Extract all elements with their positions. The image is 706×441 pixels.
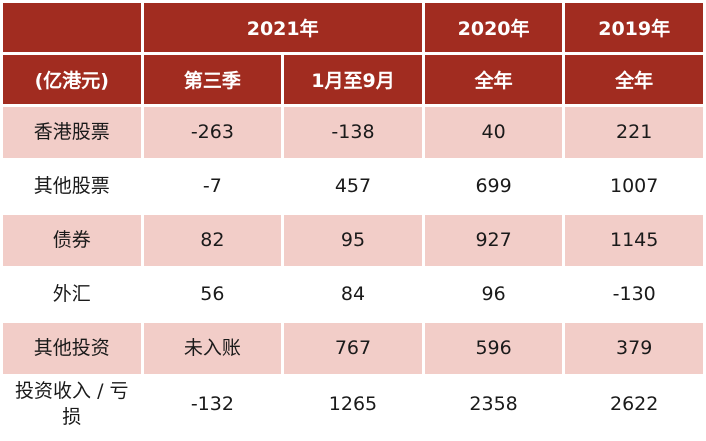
cell-value: 699 [424, 161, 563, 212]
table-row-other-stocks: 其他股票 -7 457 699 1007 [3, 161, 703, 212]
cell-value: 767 [284, 323, 422, 374]
cell-value: 221 [565, 107, 703, 158]
cell-value: 457 [284, 161, 422, 212]
cell-value: 2358 [424, 377, 563, 433]
cell-value: -132 [143, 377, 282, 433]
cell-value: 未入账 [143, 323, 282, 374]
cell-value: 82 [143, 215, 282, 266]
cell-value: 1145 [565, 215, 703, 266]
table-row-investment-income: 投资收入 / 亏损 -132 1265 2358 2622 [3, 377, 703, 433]
year-2021-header: 2021年 [143, 3, 422, 52]
cell-value: 96 [424, 269, 563, 320]
cell-value: 1007 [565, 161, 703, 212]
period-full-year-2019-header: 全年 [565, 55, 703, 104]
cell-value: 1265 [284, 377, 422, 433]
unit-label-cell: (亿港元) [3, 55, 141, 104]
table-row-other-investments: 其他投资 未入账 767 596 379 [3, 323, 703, 374]
cell-value: -7 [143, 161, 282, 212]
row-label: 其他股票 [3, 161, 141, 212]
cell-value: 2622 [565, 377, 703, 433]
cell-value: -138 [284, 107, 422, 158]
cell-value: 56 [143, 269, 282, 320]
row-label: 外汇 [3, 269, 141, 320]
period-full-year-2020-header: 全年 [424, 55, 563, 104]
table-row-bonds: 债券 82 95 927 1145 [3, 215, 703, 266]
row-label: 香港股票 [3, 107, 141, 158]
period-header-row: (亿港元) 第三季 1月至9月 全年 全年 [3, 55, 703, 104]
cell-value: 40 [424, 107, 563, 158]
row-label: 投资收入 / 亏损 [3, 377, 141, 433]
cell-value: 95 [284, 215, 422, 266]
corner-empty-cell [3, 3, 141, 52]
period-jan-sep-header: 1月至9月 [284, 55, 422, 104]
cell-value: 927 [424, 215, 563, 266]
cell-value: -130 [565, 269, 703, 320]
cell-value: -263 [143, 107, 282, 158]
row-label: 其他投资 [3, 323, 141, 374]
cell-value: 596 [424, 323, 563, 374]
year-2019-header: 2019年 [565, 3, 703, 52]
table-row-hk-stocks: 香港股票 -263 -138 40 221 [3, 107, 703, 158]
year-header-row: 2021年 2020年 2019年 [3, 3, 703, 52]
row-label: 债券 [3, 215, 141, 266]
cell-value: 84 [284, 269, 422, 320]
table-row-forex: 外汇 56 84 96 -130 [3, 269, 703, 320]
cell-value: 379 [565, 323, 703, 374]
year-2020-header: 2020年 [424, 3, 563, 52]
period-q3-header: 第三季 [143, 55, 282, 104]
